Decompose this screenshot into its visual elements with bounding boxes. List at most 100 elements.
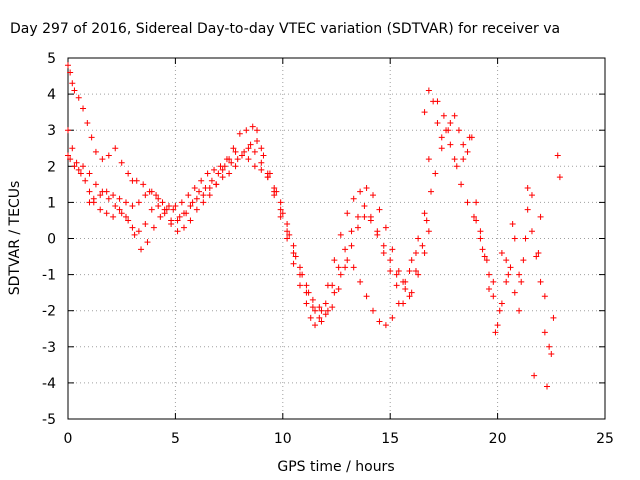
data-point [277, 199, 284, 206]
x-tick-label: 5 [171, 431, 180, 447]
data-point [447, 141, 454, 148]
data-point [187, 203, 194, 210]
data-point [80, 105, 87, 112]
data-point [453, 163, 460, 170]
data-point [464, 148, 471, 155]
data-point [361, 213, 368, 220]
data-point [370, 307, 377, 314]
data-point [309, 304, 316, 311]
x-tick-label: 25 [596, 431, 614, 447]
data-point [507, 264, 514, 271]
data-point [477, 228, 484, 235]
data-point [260, 152, 267, 159]
data-point [318, 307, 325, 314]
data-point [382, 224, 389, 231]
data-point [296, 264, 303, 271]
data-point [129, 224, 136, 231]
data-point [445, 127, 452, 134]
data-point [554, 152, 561, 159]
data-point [367, 213, 374, 220]
data-point [380, 242, 387, 249]
data-point [200, 192, 207, 199]
data-point [524, 184, 531, 191]
data-point [148, 188, 155, 195]
data-point [509, 221, 516, 228]
data-point [348, 242, 355, 249]
data-point [473, 199, 480, 206]
data-point [455, 127, 462, 134]
data-point [412, 267, 419, 274]
data-point [80, 163, 87, 170]
data-point [290, 249, 297, 256]
y-tick-label: 2 [47, 159, 56, 175]
data-point [90, 195, 97, 202]
data-point [254, 127, 261, 134]
data-point [541, 329, 548, 336]
data-point [363, 184, 370, 191]
data-point [400, 278, 407, 285]
y-tick-label: 5 [47, 51, 56, 67]
data-point [421, 109, 428, 116]
data-point [67, 156, 74, 163]
data-point [122, 199, 129, 206]
data-point [541, 293, 548, 300]
data-point [232, 163, 239, 170]
x-axis-label: GPS time / hours [277, 459, 394, 475]
data-point [354, 213, 361, 220]
data-point [226, 156, 233, 163]
data-point [135, 199, 142, 206]
data-point [438, 145, 445, 152]
data-point [309, 296, 316, 303]
data-point [86, 170, 93, 177]
data-point [110, 213, 117, 220]
data-point [232, 148, 239, 155]
data-point [206, 192, 213, 199]
data-point [447, 119, 454, 126]
data-point [393, 271, 400, 278]
y-tick-label: 1 [47, 195, 56, 211]
data-point [337, 271, 344, 278]
data-point [303, 289, 310, 296]
data-point [382, 322, 389, 329]
data-point [548, 351, 555, 358]
data-point [125, 170, 132, 177]
data-point [172, 203, 179, 210]
data-point [556, 174, 563, 181]
data-point [331, 289, 338, 296]
data-point [350, 264, 357, 271]
data-point [312, 307, 319, 314]
data-point [170, 206, 177, 213]
data-point [535, 249, 542, 256]
data-point [88, 134, 95, 141]
data-point [77, 170, 84, 177]
data-point [376, 318, 383, 325]
data-point [65, 62, 71, 69]
data-point [75, 94, 82, 101]
data-point [277, 213, 284, 220]
data-point [157, 213, 164, 220]
data-point [303, 300, 310, 307]
data-point [97, 192, 104, 199]
data-point [234, 156, 241, 163]
data-point [105, 195, 112, 202]
data-point [470, 213, 477, 220]
data-point [528, 192, 535, 199]
data-point [292, 253, 299, 260]
data-point [486, 286, 493, 293]
data-point [376, 206, 383, 213]
y-tick-label: 3 [47, 123, 56, 139]
data-point [67, 69, 74, 76]
data-point [460, 156, 467, 163]
data-point [395, 300, 402, 307]
data-point [178, 199, 185, 206]
data-point [303, 282, 310, 289]
data-point [335, 264, 342, 271]
data-point [135, 228, 142, 235]
x-tick-label: 15 [381, 431, 399, 447]
data-point [458, 181, 465, 188]
data-point [155, 203, 162, 210]
data-point [374, 228, 381, 235]
data-point [206, 184, 213, 191]
data-point [247, 141, 254, 148]
